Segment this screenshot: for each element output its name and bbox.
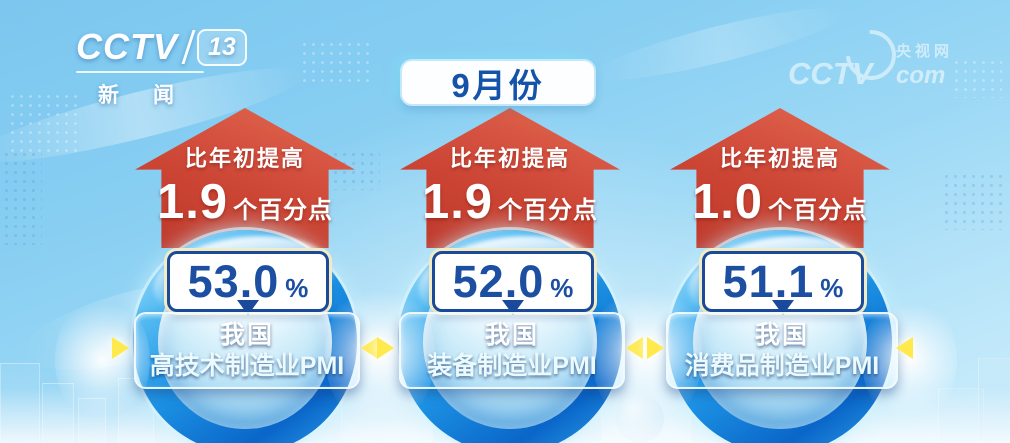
increase-value: 1.9 — [421, 175, 494, 229]
pixel-dots — [942, 172, 1002, 230]
month-title-badge: 9月份 — [402, 61, 594, 104]
pmi-card-consumer: 比年初提高 1.0 个百分点 51.1 % 我国 消费品制造业PMI — [645, 0, 915, 443]
percent-badge: 53.0 % — [167, 251, 329, 312]
chevron-right-icon — [647, 337, 664, 359]
increase-value: 1.0 — [691, 175, 764, 229]
increase-amount: 1.0 个百分点 — [692, 174, 868, 230]
category-line2: 高技术制造业PMI — [149, 351, 345, 380]
percent-value: 52.0 — [452, 255, 545, 307]
increase-label: 比年初提高 — [184, 146, 305, 171]
cctv13-logo: CCTV 13 新闻 — [76, 26, 247, 109]
percent-value: 53.0 — [187, 255, 280, 307]
channel-number-badge: 13 — [197, 28, 247, 66]
category-line2: 装备制造业PMI — [427, 351, 597, 380]
increase-amount: 1.9 个百分点 — [157, 174, 333, 230]
percent-badge: 51.1 % — [702, 251, 864, 312]
increase-label: 比年初提高 — [719, 146, 840, 171]
percent-sign: % — [285, 273, 309, 303]
percent-badge: 52.0 % — [432, 251, 594, 312]
increase-label: 比年初提高 — [449, 146, 570, 171]
chevron-right-icon — [112, 337, 129, 359]
percent-sign: % — [550, 273, 574, 303]
category-plate: 我国 高技术制造业PMI — [134, 312, 360, 389]
gap-glow — [862, 295, 957, 425]
chevron-left-icon — [626, 337, 643, 359]
increase-unit: 个百分点 — [233, 197, 334, 224]
channel-subtitle: 新闻 — [98, 84, 208, 107]
cctv-slash-icon — [181, 30, 196, 64]
increase-unit: 个百分点 — [498, 197, 599, 224]
chevron-left-icon — [361, 337, 378, 359]
category-line1: 我国 — [484, 320, 539, 349]
cctv13-logo-row: CCTV 13 — [76, 26, 247, 68]
category-plate: 我国 装备制造业PMI — [399, 312, 625, 389]
increase-unit: 个百分点 — [768, 197, 869, 224]
increase-arrow: 比年初提高 1.9 个百分点 — [135, 108, 355, 248]
category-plate: 我国 消费品制造业PMI — [666, 312, 898, 389]
category-line1: 我国 — [754, 320, 809, 349]
increase-value: 1.9 — [156, 175, 229, 229]
cctv-com-watermark: 央视网 CCTV com — [788, 19, 968, 98]
percent-sign: % — [820, 273, 844, 303]
pmi-card-equipment: 比年初提高 1.9 个百分点 52.0 % 我国 装备制造业PMI — [375, 0, 645, 443]
watermark-com-text: com — [896, 62, 946, 89]
chevron-right-icon — [377, 337, 394, 359]
increase-text: 比年初提高 1.9 个百分点 — [135, 108, 355, 248]
pixel-dots — [8, 92, 80, 152]
chevron-left-icon — [896, 337, 913, 359]
watermark-brand-text: CCTV — [788, 56, 873, 91]
cctv-brand-text: CCTV — [76, 26, 178, 67]
increase-arrow: 比年初提高 1.9 个百分点 — [400, 108, 620, 248]
pmi-card-hightech: 比年初提高 1.9 个百分点 53.0 % 我国 高技术制造业PMI — [110, 0, 380, 443]
increase-amount: 1.9 个百分点 — [422, 174, 598, 230]
increase-arrow: 比年初提高 1.0 个百分点 — [670, 108, 890, 248]
increase-text: 比年初提高 1.0 个百分点 — [670, 108, 890, 248]
category-line2: 消费品制造业PMI — [684, 351, 880, 380]
watermark-site-name: 央视网 — [896, 43, 954, 60]
category-line1: 我国 — [219, 320, 274, 349]
increase-text: 比年初提高 1.9 个百分点 — [400, 108, 620, 248]
pixel-dots — [2, 150, 42, 245]
percent-value: 51.1 — [722, 255, 815, 307]
cctv-logo-underline — [76, 71, 204, 73]
